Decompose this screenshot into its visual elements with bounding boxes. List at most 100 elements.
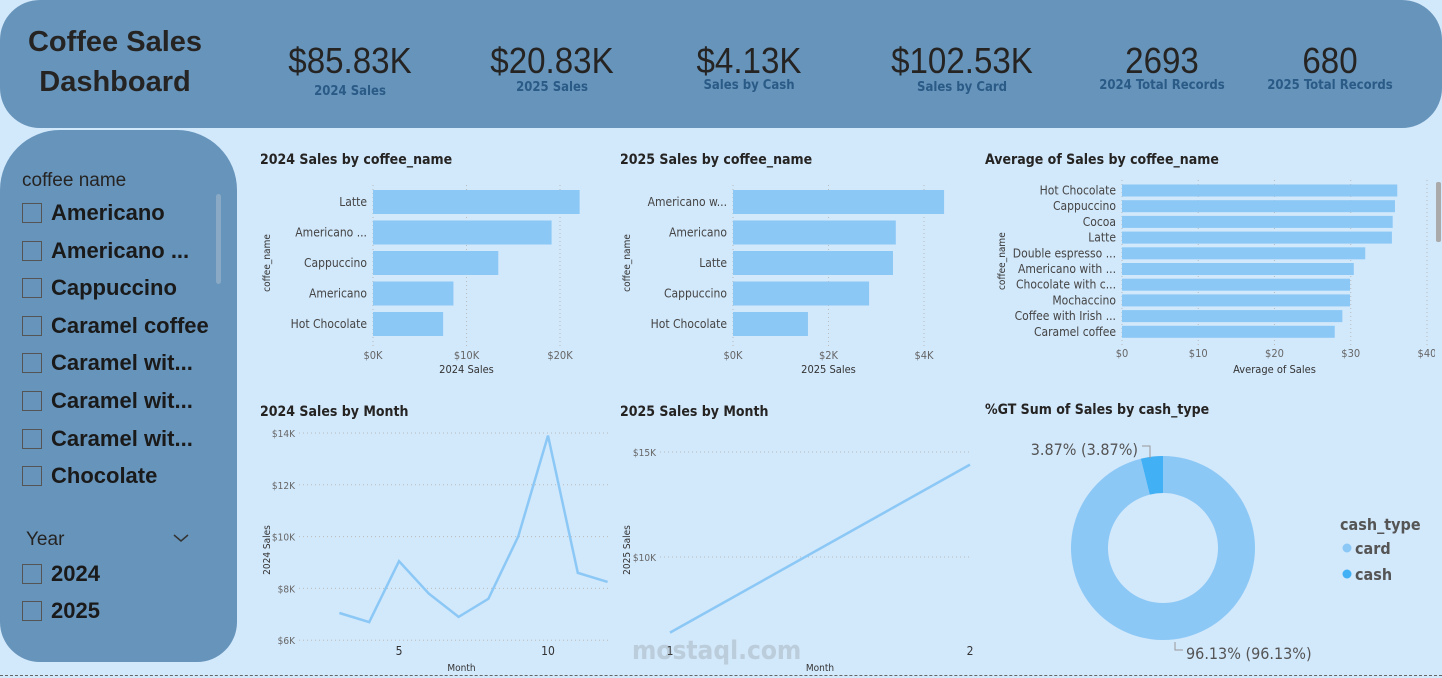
coffee-name-slicer-title: coffee name [22,170,127,191]
checkbox[interactable] [22,315,42,336]
category-label: Cappuccino [1053,199,1116,213]
bar [1122,247,1366,260]
slicer-item[interactable]: Americano [22,199,165,227]
header-banner [0,0,1442,128]
filter-sidebar [0,130,237,662]
slicer-item[interactable]: Americano ... [22,237,189,265]
slicer-item[interactable]: Chocolate [22,462,157,490]
slicer-scrollbar[interactable] [216,194,221,284]
bar [1122,294,1350,307]
x-tick-label: 10 [541,644,555,658]
kpi-value: 680 [1302,40,1358,81]
slicer-item[interactable]: Caramel wit... [22,349,193,377]
y-tick-label: $14K [272,429,296,440]
kpi-2024-records: 2693 2024 Total Records [1062,40,1262,93]
bar [373,312,444,336]
legend-marker [1342,569,1352,579]
chevron-down-icon[interactable] [172,532,190,544]
category-label: Cappuccino [304,256,367,270]
bar [1122,215,1393,228]
watermark: mostaql.com [632,636,802,666]
category-label: Americano ... [295,226,367,240]
category-label: Chocolate with c... [1016,278,1116,292]
x-tick-label: 1 [667,644,674,658]
checkbox[interactable] [22,278,42,299]
bar [1122,325,1335,338]
slicer-item-label: 2025 [51,598,100,623]
slicer-item-label: Americano ... [51,237,190,263]
bar [1122,310,1343,323]
bar [1122,231,1392,244]
y-tick-label: $6K [278,636,296,647]
kpi-label: Sales by Card [917,80,1007,95]
slicer-item[interactable]: Caramel wit... [22,425,193,453]
kpi-value: $4.13K [696,40,802,81]
kpi-label: 2024 Sales [314,84,386,99]
category-label: Hot Chocolate [1040,184,1117,198]
tick-label: $2K [819,349,839,362]
bar [1122,200,1395,213]
category-label: Americano with ... [1018,262,1116,276]
donut-slice-cash [1140,456,1163,495]
kpi-sales-by-card: $102.53K Sales by Card [862,40,1062,95]
slicer-item[interactable]: Caramel wit... [22,387,193,415]
x-axis-title: 2024 Sales [439,363,494,376]
slicer-item-label: Caramel coffee [51,312,209,338]
slicer-item-label: Chocolate [51,463,158,489]
category-label: Hot Chocolate [651,317,728,331]
y-axis-title: 2024 Sales [262,525,273,575]
slicer-item-year[interactable]: 2025 [22,597,100,625]
series-line [339,435,608,624]
y-axis-title: coffee_name [262,234,273,292]
category-label: Latte [699,256,727,270]
category-label: Hot Chocolate [291,317,368,331]
chart-title: 2024 Sales by coffee_name [260,152,453,168]
y-tick-label: $8K [278,584,296,595]
kpi-label: Sales by Cash [703,78,795,93]
slicer-item-year[interactable]: 2024 [22,560,100,588]
slicer-item-label: Americano [51,200,165,225]
x-tick-label: 5 [396,644,403,658]
checkbox[interactable] [22,391,42,411]
checkbox[interactable] [22,428,42,449]
bar [1122,184,1398,197]
bar-chart-2025-sales: $0K $2K $4K Americano w... Americano Latte Cap… [622,185,945,376]
slicer-item-label: Caramel wit... [51,350,193,376]
chart-scrollbar[interactable] [1436,182,1441,242]
category-label: Mochaccino [1052,293,1116,307]
x-axis-title: Month [806,663,834,674]
category-label: Caramel coffee [1034,325,1116,339]
y-tick-label: $10K [272,533,296,544]
slicer-item-label: Caramel wit... [51,388,193,413]
bar [1122,263,1354,275]
kpi-2025-records: 680 2025 Total Records [1230,40,1430,93]
bar [373,220,552,245]
year-slicer-title: Year [26,529,65,550]
x-tick-label: 2 [967,644,974,658]
kpi-label: 2025 Sales [516,80,588,95]
kpi-label: 2025 Total Records [1267,78,1393,93]
tick-label: $20K [547,349,573,362]
checkbox[interactable] [22,564,42,584]
tick-label: $20 [1265,347,1284,360]
checkbox[interactable] [22,353,42,374]
y-tick-label: $15K [633,448,657,459]
tick-label: $10K [454,349,480,362]
chart-title: Average of Sales by coffee_name [985,152,1219,168]
y-axis-title: coffee_name [997,232,1008,290]
category-label: Cocoa [1083,215,1116,229]
slicer-item[interactable]: Cappuccino [22,274,177,302]
category-label: Coffee with Irish ... [1015,309,1116,323]
slicer-item-label: 2024 [51,561,100,586]
checkbox[interactable] [22,240,42,261]
category-label: Americano w... [648,195,727,209]
checkbox[interactable] [22,601,42,621]
slicer-item-label: Caramel wit... [51,425,193,451]
donut-slice-card [1071,456,1255,640]
checkbox[interactable] [22,203,42,223]
checkbox[interactable] [22,466,42,487]
x-axis-title: Month [447,663,475,674]
kpi-2025-sales: $20.83K 2025 Sales [452,40,652,95]
slicer-item[interactable]: Caramel coffee [22,312,209,340]
